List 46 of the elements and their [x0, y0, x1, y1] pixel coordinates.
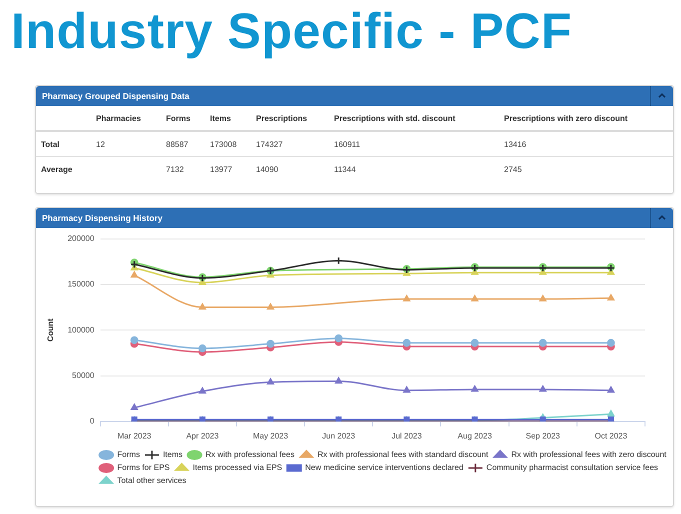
- category-label: Items: [210, 106, 256, 131]
- x-tick-label: Aug 2023: [458, 431, 492, 440]
- y-axis-title: Count: [46, 318, 56, 342]
- category-label: Average: [41, 164, 72, 174]
- y-tick-label: 50000: [72, 370, 95, 380]
- text: 7132: [166, 164, 184, 174]
- chart-title: Pharmacy Dispensing History: [36, 208, 673, 228]
- legend-label: Items processed via EPS: [192, 463, 282, 472]
- legend-label: Rx with professional fees with zero discount: [511, 450, 668, 460]
- text: 173008: [210, 140, 237, 148]
- x-tick-label: May 2023: [252, 431, 289, 440]
- text: 88587: [166, 140, 188, 148]
- x-tick-label: Mar 2023: [117, 431, 152, 440]
- legend-label: Rx with professional fees with standard discount: [317, 450, 489, 460]
- text: 13977: [210, 164, 232, 174]
- text: 14090: [256, 164, 278, 174]
- y-tick-label: 0: [90, 416, 95, 426]
- category-label: Prescriptions: [256, 106, 334, 131]
- category-label: Prescriptions with zero discount: [504, 106, 673, 131]
- text: Pharmacy Grouped Dispensing Data: [36, 86, 673, 106]
- legend-label: New medicine service interventions declared: [305, 463, 464, 472]
- x-tick-label: Apr 2023: [186, 431, 220, 440]
- text: 160911: [334, 140, 360, 148]
- legend-label: Items: [162, 450, 183, 460]
- category-label: Total: [41, 140, 60, 148]
- legend-label: Forms for EPS: [117, 463, 170, 472]
- category-label: Pharmacies: [96, 106, 166, 131]
- text: Industry Specific - PCF: [11, 2, 572, 60]
- category-label: Forms: [166, 106, 210, 131]
- legend-label: Community pharmacist consultation service fees: [486, 463, 658, 472]
- x-tick-label: Sep 2023: [526, 431, 561, 440]
- x-tick-label: Jul 2023: [392, 431, 422, 440]
- category-label: Prescriptions with std. discount: [334, 106, 504, 131]
- legend-label: Total other services: [117, 476, 186, 486]
- text: 12: [96, 140, 105, 148]
- text: 174327: [256, 140, 283, 148]
- legend-label: Rx with professional fees: [206, 450, 294, 460]
- y-tick-label: 200000: [68, 234, 95, 244]
- text: 11344: [334, 164, 356, 174]
- text: 2745: [504, 164, 522, 174]
- text: 13416: [504, 140, 526, 148]
- x-tick-label: Jun 2023: [322, 431, 356, 440]
- y-tick-label: 100000: [68, 325, 95, 334]
- x-tick-label: Oct 2023: [594, 431, 628, 440]
- legend-label: Forms: [117, 450, 140, 460]
- y-tick-label: 150000: [68, 280, 95, 289]
